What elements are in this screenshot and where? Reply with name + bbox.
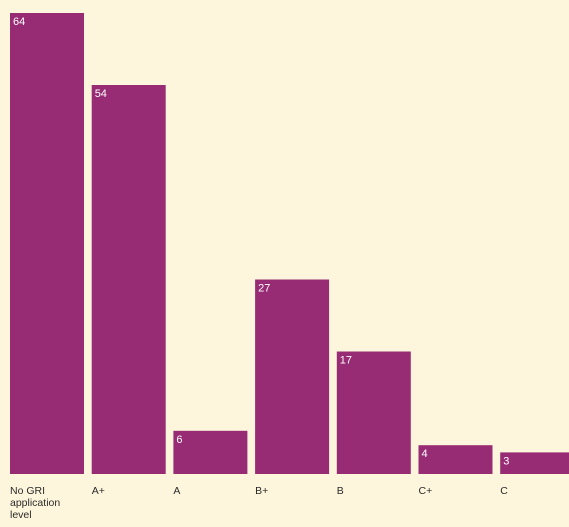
bar-2 <box>173 430 248 474</box>
bar-5 <box>418 445 493 474</box>
data-label-4: 17 <box>340 355 352 367</box>
data-label-2: 6 <box>176 434 182 446</box>
bar-3 <box>255 279 330 474</box>
data-label-1: 54 <box>95 88 107 100</box>
data-labels-group: 64 54 6 27 17 4 3 <box>13 16 509 467</box>
x-tick-label-2: A <box>173 485 181 497</box>
bar-0 <box>10 13 84 474</box>
x-tick-label-1: A+ <box>91 485 105 497</box>
bar-1 <box>91 85 166 474</box>
data-label-5: 4 <box>422 448 428 460</box>
bar-4 <box>336 351 411 474</box>
bar-6 <box>500 452 569 474</box>
x-tick-label-4: B <box>336 485 344 497</box>
x-tick-label-3: B+ <box>255 485 269 497</box>
bars-group <box>10 13 569 474</box>
x-tick-label-5: C+ <box>418 485 433 497</box>
x-tick-label-0: No GRI application level <box>10 485 61 521</box>
data-label-0: 64 <box>13 16 25 28</box>
data-label-6: 3 <box>503 455 509 467</box>
data-label-3: 27 <box>258 283 270 295</box>
x-tick-label-6: C <box>500 485 508 497</box>
